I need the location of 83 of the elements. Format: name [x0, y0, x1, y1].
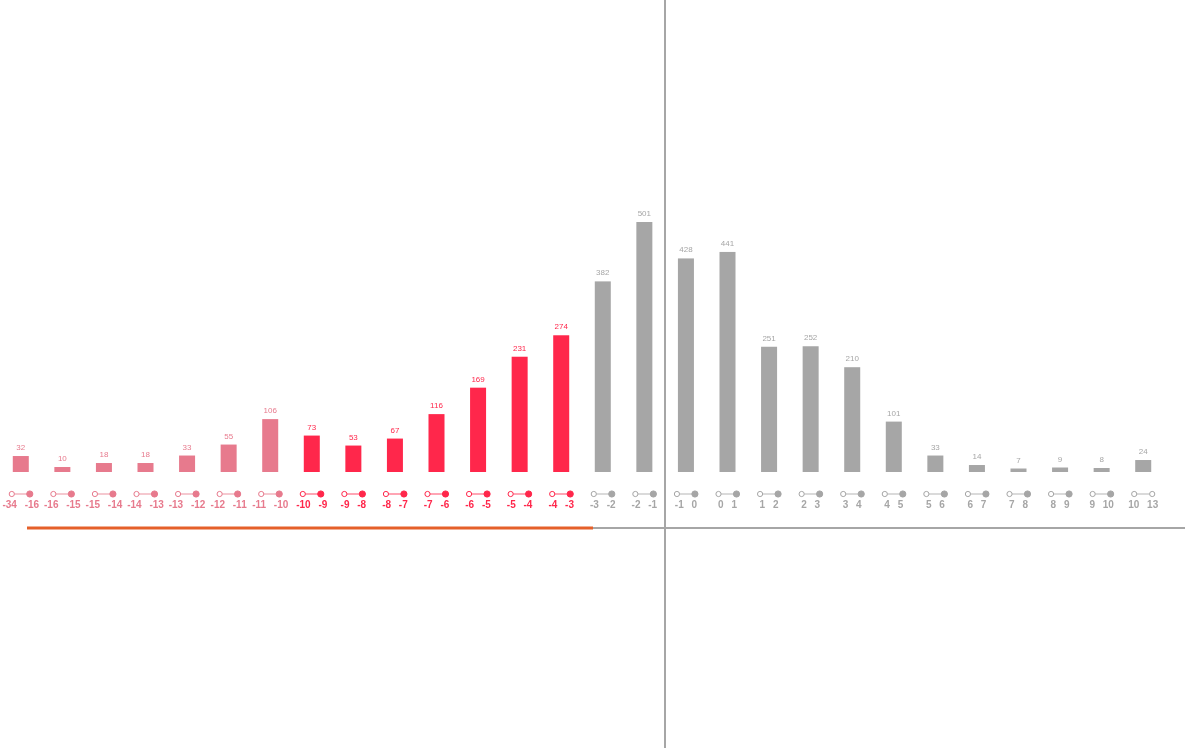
bar — [95, 463, 112, 472]
data-label: 10 — [57, 454, 68, 464]
x-tick-label: -13 -12 — [168, 499, 206, 510]
data-label: 501 — [637, 209, 652, 218]
bar — [553, 335, 570, 472]
bar — [594, 281, 611, 472]
x-tick-label: -8 -7 — [382, 499, 409, 510]
x-tick-label: 1 2 — [759, 499, 779, 510]
x-tick-label: -2 -1 — [631, 499, 658, 510]
x-tick-label: 3 4 — [842, 499, 863, 510]
data-label: 24 — [1138, 447, 1149, 457]
x-tick-label: 2 3 — [801, 499, 821, 510]
x-tick-label: -4 -3 — [548, 499, 575, 510]
bar — [262, 419, 279, 472]
data-label: 251 — [762, 333, 777, 343]
bar — [428, 414, 445, 472]
data-label: 9 — [1057, 454, 1063, 464]
data-label: 18 — [99, 450, 109, 460]
bar — [54, 467, 71, 472]
x-tick-label: -16 -15 — [44, 499, 82, 510]
bar — [179, 455, 196, 472]
x-tick-label: -3 -2 — [590, 499, 616, 510]
x-tick-label: -12 -11 — [210, 499, 248, 510]
bar — [1093, 468, 1110, 472]
x-tick-label: 0 1 — [718, 499, 738, 510]
bar — [345, 445, 362, 472]
data-label: 210 — [845, 354, 860, 364]
x-tick-label: -34 -16 — [2, 499, 40, 510]
bar — [677, 258, 694, 472]
x-tick-label: 7 8 — [1009, 499, 1029, 510]
x-tick-label: 5 6 — [925, 499, 946, 510]
bar — [386, 438, 403, 472]
data-label: 106 — [263, 406, 278, 416]
x-tick-label: 9 10 — [1089, 499, 1115, 510]
data-label: 101 — [887, 408, 901, 418]
bar — [636, 222, 653, 472]
bar — [303, 435, 320, 472]
bar — [137, 463, 154, 472]
x-tick-label: -1 0 — [674, 499, 698, 510]
bar — [12, 456, 29, 472]
data-label: 53 — [348, 432, 359, 442]
data-label: 33 — [930, 442, 941, 452]
data-label: 73 — [307, 422, 317, 432]
x-tick-label: -10 -9 — [296, 499, 328, 510]
data-label: 18 — [141, 450, 151, 460]
x-tick-label: -14 -13 — [127, 499, 165, 510]
data-label: 116 — [430, 401, 444, 411]
bar — [470, 387, 487, 472]
x-tick-label: -7 -6 — [423, 499, 450, 510]
x-tick-label: -5 -4 — [506, 499, 533, 510]
bar — [927, 455, 944, 472]
x-tick-label: 6 7 — [967, 499, 987, 510]
bar — [220, 444, 237, 472]
data-label: 169 — [471, 374, 486, 384]
data-label: 67 — [390, 425, 400, 435]
bar — [968, 465, 985, 472]
x-tick-label: 8 9 — [1050, 499, 1070, 510]
bar — [1010, 468, 1027, 472]
bar — [761, 346, 778, 472]
data-label: 252 — [803, 333, 818, 343]
bar — [511, 356, 528, 472]
data-label: 7 — [1016, 455, 1022, 465]
data-label: 32 — [16, 443, 26, 453]
data-label: 274 — [554, 322, 569, 332]
data-label: 428 — [679, 245, 694, 255]
x-tick-label: -9 -8 — [340, 499, 367, 510]
x-tick-label: 4 5 — [884, 499, 904, 510]
bar — [802, 346, 819, 472]
x-tick-label: -11 -10 — [252, 499, 289, 510]
data-label: 441 — [720, 238, 735, 248]
bar — [885, 421, 902, 472]
data-label: 33 — [182, 442, 193, 452]
data-label: 231 — [512, 343, 527, 353]
data-label: 55 — [224, 431, 234, 441]
data-label: 8 — [1099, 455, 1105, 465]
data-label: 14 — [972, 452, 982, 462]
bar — [1135, 460, 1152, 472]
x-tick-label: -6 -5 — [465, 499, 492, 510]
x-tick-label: 10 13 — [1128, 499, 1159, 510]
data-label: 382 — [596, 268, 610, 278]
x-tick-label: -15 -14 — [85, 499, 123, 510]
bar — [844, 367, 861, 472]
bar — [719, 251, 736, 472]
